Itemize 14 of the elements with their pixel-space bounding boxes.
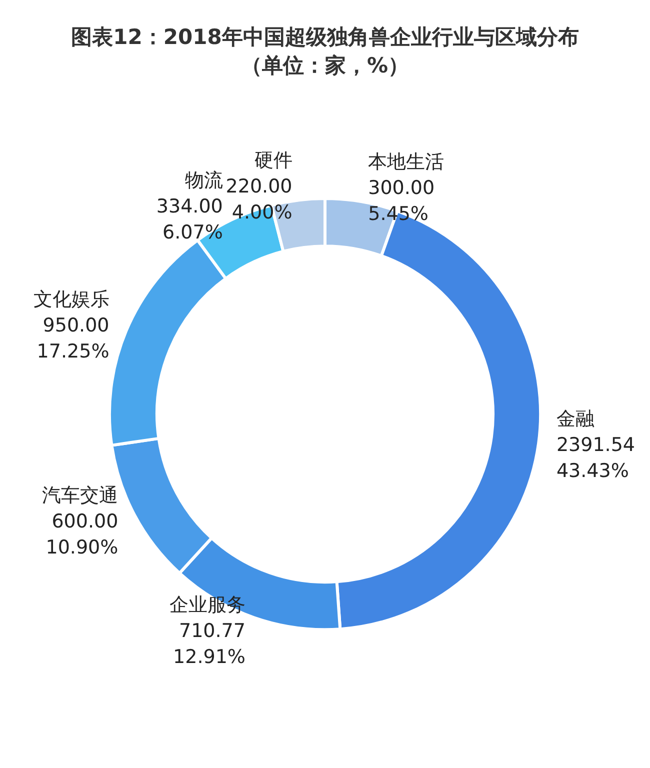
slice-label: 文化娱乐 bbox=[33, 288, 110, 310]
data-label: 600.00 10.90% bbox=[46, 510, 118, 559]
slice-label: 硬件 bbox=[254, 149, 292, 172]
slice-label: 本地生活 bbox=[368, 150, 444, 173]
data-label: 220.00 4.00% bbox=[226, 175, 292, 224]
chart-subtitle: （单位：家，%） bbox=[240, 54, 410, 78]
slice-label: 物流 bbox=[184, 170, 223, 192]
data-label: 950.00 17.25% bbox=[36, 314, 110, 362]
data-label: 300.00 5.45% bbox=[368, 176, 435, 225]
data-label: 710.77 12.91% bbox=[173, 620, 246, 668]
chart-title: 图表12：2018年中国超级独角兽企业行业与区域分布 bbox=[71, 25, 579, 49]
slice-label: 金融 bbox=[556, 408, 594, 430]
data-label: 2391.54 43.43% bbox=[556, 434, 636, 482]
slice-label: 汽车交通 bbox=[42, 484, 118, 507]
